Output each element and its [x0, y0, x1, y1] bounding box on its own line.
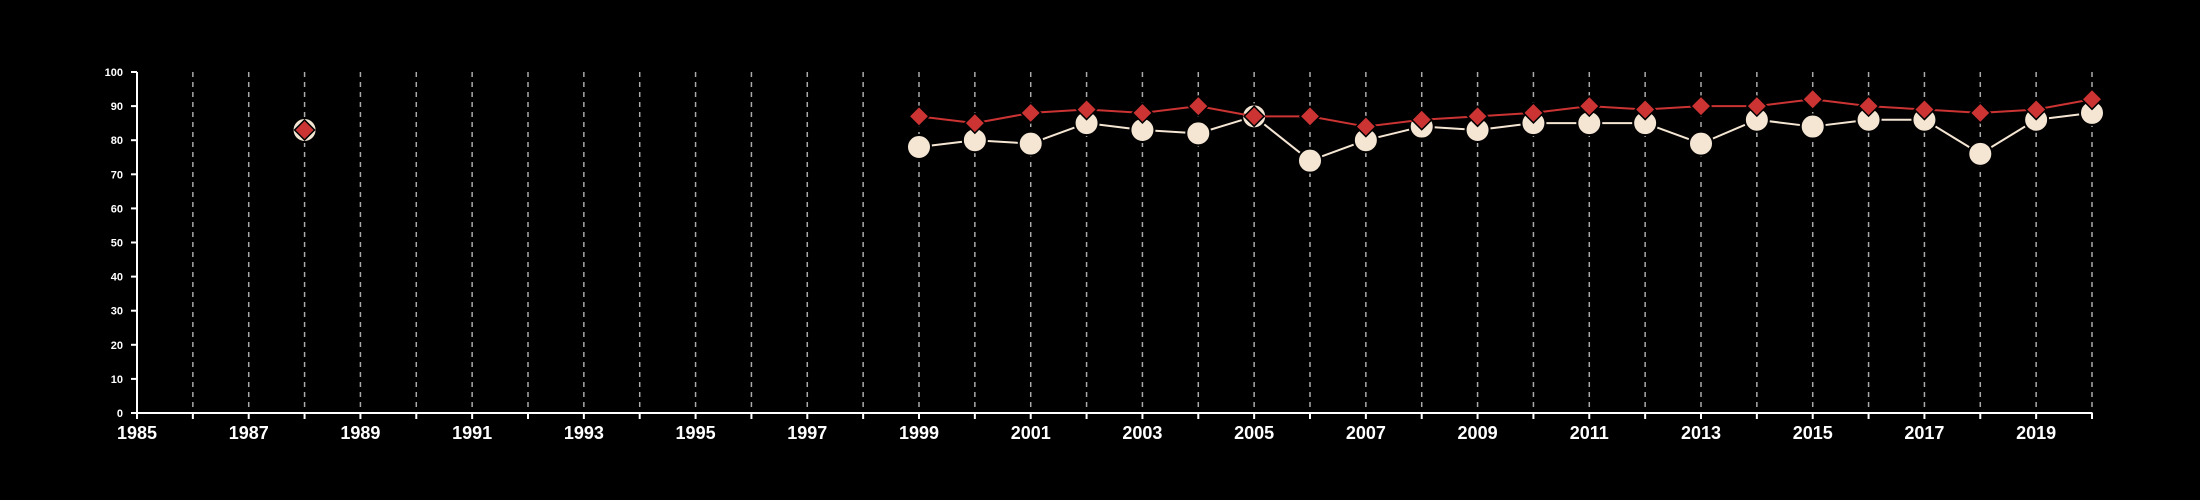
- data-point-diamond: [963, 112, 986, 135]
- x-tick-label: 1995: [676, 423, 716, 443]
- x-tick-label: 2009: [1458, 423, 1498, 443]
- data-point-diamond: [2025, 98, 2048, 121]
- y-tick-label: 60: [111, 203, 123, 215]
- data-point-diamond: [1913, 98, 1936, 121]
- y-tick-label: 70: [111, 169, 123, 181]
- data-point-diamond: [1019, 101, 1042, 124]
- data-point-diamond: [1689, 95, 1713, 118]
- data-point-circle: [1185, 120, 1212, 147]
- data-point-diamond: [1969, 101, 1992, 124]
- data-point-diamond: [1522, 101, 1545, 124]
- data-point-diamond: [1857, 95, 1880, 118]
- x-tick-label: 2005: [1234, 423, 1274, 443]
- data-point-diamond: [1801, 88, 1824, 111]
- x-tick-label: 1991: [452, 423, 492, 443]
- x-tick-label: 2015: [1793, 423, 1833, 443]
- data-point-diamond: [1634, 98, 1657, 121]
- series-1: [293, 88, 2104, 142]
- x-tick-label: 1987: [229, 423, 269, 443]
- x-tick-label: 2011: [1570, 423, 1609, 443]
- y-tick-label: 10: [111, 374, 123, 386]
- data-point-diamond: [1745, 95, 1768, 118]
- data-point-circle: [1688, 130, 1714, 157]
- data-point-circle: [1297, 147, 1323, 174]
- y-tick-label: 100: [105, 67, 123, 79]
- data-point-diamond: [1243, 105, 1266, 128]
- x-tick-label: 2007: [1346, 423, 1386, 443]
- axes: 0 10 20 30 40 50 60 70 80 90 100 1985 1987 1989 1991 19…: [105, 67, 2093, 443]
- data-point-diamond: [1187, 95, 1210, 118]
- data-point-diamond: [2080, 88, 2104, 111]
- x-tick-label: 2013: [1681, 423, 1721, 443]
- data-point-diamond: [1075, 98, 1098, 121]
- data-point-diamond: [907, 105, 931, 128]
- data-point-diamond: [293, 118, 316, 142]
- series-layer: [291, 88, 2105, 174]
- data-point-diamond: [1578, 95, 1601, 118]
- data-point-diamond: [1298, 105, 1322, 128]
- x-tick-label: 2003: [1122, 423, 1162, 443]
- x-tick-label: 2019: [2016, 423, 2056, 443]
- data-point-circle: [1967, 140, 1994, 167]
- y-tick-label: 80: [111, 135, 123, 147]
- y-tick-label: 30: [111, 306, 123, 318]
- x-tick-label: 1993: [564, 423, 604, 443]
- x-tick-label: 1985: [117, 423, 157, 443]
- y-tick-label: 50: [111, 238, 123, 250]
- vertical-grid: [192, 72, 2093, 413]
- x-tick-label: 2001: [1011, 423, 1051, 443]
- data-point-circle: [1017, 130, 1044, 157]
- data-point-diamond: [1354, 115, 1377, 138]
- data-point-circle: [1799, 113, 1826, 140]
- data-point-diamond: [1410, 108, 1433, 131]
- data-point-diamond: [1466, 105, 1489, 128]
- x-tick-label: 2017: [1904, 423, 1944, 443]
- y-tick-label: 40: [111, 272, 123, 284]
- y-tick-label: 0: [117, 408, 123, 420]
- data-point-circle: [906, 134, 932, 161]
- x-tick-label: 1989: [340, 423, 380, 443]
- x-tick-label: 1997: [787, 423, 827, 443]
- y-tick-label: 90: [111, 101, 123, 113]
- data-point-diamond: [1131, 101, 1154, 124]
- x-tick-label: 1999: [899, 423, 939, 443]
- y-tick-label: 20: [111, 340, 123, 352]
